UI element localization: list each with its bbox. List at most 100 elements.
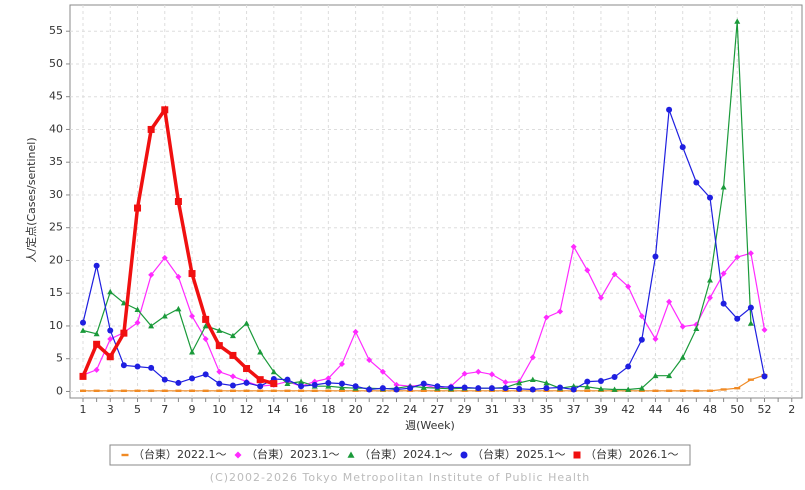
y-axis-label: 人/定点(Cases/sentinel) xyxy=(24,137,38,262)
legend-label: （台東）2023.1～ xyxy=(246,447,340,461)
marker xyxy=(79,372,87,380)
marker xyxy=(475,385,482,392)
marker xyxy=(229,332,236,339)
marker xyxy=(120,329,128,337)
marker xyxy=(243,389,250,392)
x-tick-label: 50 xyxy=(730,403,744,416)
marker xyxy=(557,384,564,391)
marker xyxy=(379,385,386,392)
marker xyxy=(270,368,277,375)
y-tick-label: 50 xyxy=(49,57,63,70)
x-tick-label: 16 xyxy=(294,403,308,416)
marker xyxy=(243,320,250,326)
marker xyxy=(460,451,468,459)
marker xyxy=(734,386,741,390)
marker xyxy=(666,372,673,379)
marker xyxy=(747,378,754,381)
marker xyxy=(188,270,196,278)
marker xyxy=(420,384,427,390)
x-tick-label: 10 xyxy=(212,403,226,416)
y-tick-label: 45 xyxy=(49,90,63,103)
marker xyxy=(584,383,591,390)
marker xyxy=(488,385,495,392)
legend-label: （台東）2022.1～ xyxy=(133,447,227,461)
x-tick-label: 29 xyxy=(458,403,472,416)
marker xyxy=(107,389,114,392)
marker xyxy=(189,349,196,355)
marker xyxy=(366,386,373,393)
marker xyxy=(516,385,523,392)
footer: (C)2002-2026 Tokyo Metropolitan Institut… xyxy=(210,471,590,484)
marker xyxy=(652,253,659,260)
marker xyxy=(461,384,468,391)
series-line xyxy=(82,21,752,391)
marker xyxy=(161,389,168,392)
marker xyxy=(147,125,155,133)
marker xyxy=(80,319,86,326)
marker xyxy=(693,179,700,186)
marker xyxy=(80,327,86,333)
marker xyxy=(106,353,114,361)
marker xyxy=(175,305,182,312)
marker xyxy=(325,375,332,382)
y-tick-label: 30 xyxy=(49,188,63,201)
marker xyxy=(352,383,359,390)
marker xyxy=(706,389,713,392)
marker xyxy=(93,389,100,392)
marker xyxy=(107,336,114,343)
marker xyxy=(584,389,591,392)
marker xyxy=(284,389,291,392)
legend-label: （台東）2025.1～ xyxy=(472,447,566,461)
x-axis-label: 週(Week) xyxy=(405,419,455,432)
marker xyxy=(298,389,305,392)
marker xyxy=(652,336,659,343)
y-tick-label: 5 xyxy=(56,352,63,365)
x-tick-label: 39 xyxy=(594,403,608,416)
marker xyxy=(652,372,659,379)
marker xyxy=(148,364,155,371)
marker xyxy=(584,378,591,385)
marker xyxy=(638,385,645,391)
marker xyxy=(352,328,359,335)
x-tick-label: 33 xyxy=(512,403,526,416)
marker xyxy=(502,379,509,386)
marker xyxy=(638,313,645,320)
x-tick-label: 52 xyxy=(758,403,772,416)
marker xyxy=(379,368,386,375)
marker xyxy=(747,320,754,326)
marker xyxy=(734,18,741,24)
marker xyxy=(338,384,345,390)
marker xyxy=(298,383,305,390)
marker xyxy=(448,384,455,391)
marker xyxy=(243,365,251,373)
marker xyxy=(747,304,754,311)
marker xyxy=(488,371,495,378)
marker xyxy=(284,376,291,383)
marker xyxy=(611,271,618,278)
marker xyxy=(120,362,127,369)
marker xyxy=(311,389,318,392)
x-tick-label: 7 xyxy=(161,403,168,416)
marker xyxy=(420,389,427,392)
marker xyxy=(625,283,632,290)
marker xyxy=(747,250,754,257)
x-tick-label: 9 xyxy=(189,403,196,416)
y-tick-label: 0 xyxy=(56,384,63,397)
marker xyxy=(652,389,659,392)
marker xyxy=(529,376,536,383)
marker xyxy=(720,300,727,307)
marker xyxy=(557,389,564,392)
marker xyxy=(611,386,618,392)
marker xyxy=(734,254,741,261)
marker xyxy=(693,389,700,392)
x-tick-label: 35 xyxy=(539,403,553,416)
marker xyxy=(543,379,550,386)
marker xyxy=(529,354,536,361)
marker xyxy=(679,389,686,392)
marker xyxy=(215,342,223,350)
marker xyxy=(325,389,332,392)
marker xyxy=(189,375,196,382)
marker xyxy=(720,388,727,391)
marker xyxy=(234,451,242,459)
marker xyxy=(229,373,236,380)
